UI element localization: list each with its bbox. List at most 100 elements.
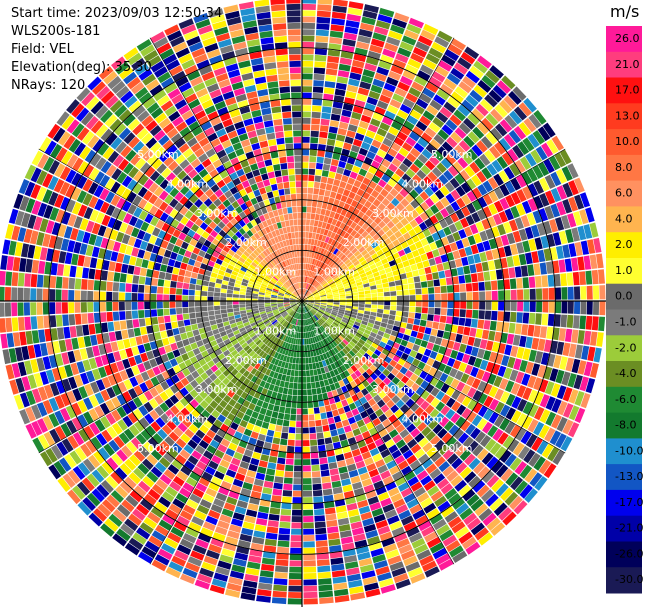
ray-gate-cell (100, 445, 150, 494)
ray-gate-cell (386, 339, 395, 347)
ray-gate-cell (171, 442, 183, 454)
ray-gate-cell (163, 287, 170, 294)
ray-gate-cell (510, 289, 517, 300)
ray-gate-cell (252, 451, 261, 460)
ray-gate-cell (45, 220, 121, 252)
ray-gate-cell (216, 128, 235, 155)
ray-gate-cell (483, 271, 491, 281)
ray-gate-cell (318, 451, 327, 458)
ray-gate-cell (450, 67, 465, 80)
ray-gate-cell (447, 165, 459, 177)
ray-gate-cell (133, 207, 143, 218)
ray-gate-cell (228, 238, 241, 250)
ray-gate-cell (11, 272, 19, 287)
ray-gate-cell (74, 302, 81, 313)
ray-gate-cell (432, 423, 448, 439)
ray-gate-cell (132, 141, 194, 200)
colorbar-tick-label: -8.0 (615, 419, 636, 432)
ray-gate-cell (268, 423, 276, 431)
ray-gate-cell (223, 433, 233, 442)
ray-gate-cell (105, 164, 164, 208)
ray-gate-cell (132, 486, 178, 545)
ray-gate-cell (170, 35, 224, 132)
ray-gate-cell (310, 439, 318, 446)
ray-gate-cell (302, 247, 558, 301)
ray-gate-cell (112, 384, 122, 396)
ray-gate-cell (94, 360, 173, 405)
ray-gate-cell (424, 218, 433, 228)
ray-gate-cell (295, 174, 302, 181)
ray-gate-cell (201, 158, 226, 189)
ray-gate-cell (485, 131, 498, 145)
ray-gate-cell (103, 428, 135, 457)
ray-gate-cell (244, 449, 254, 458)
ray-gate-cell (18, 179, 163, 247)
ray-gate-cell (446, 252, 455, 261)
ray-gate-cell (58, 339, 67, 353)
ray-gate-cell (119, 309, 158, 321)
ray-gate-cell (279, 445, 287, 452)
ray-gate-cell (266, 74, 302, 295)
ray-gate-cell (314, 175, 322, 183)
ray-gate-cell (183, 164, 198, 179)
ray-gate-cell (289, 54, 301, 61)
ray-gate-cell (246, 91, 271, 161)
ray-gate-cell (346, 502, 366, 542)
ray-gate-cell (219, 155, 230, 164)
colorbar-tick-label: -4.0 (615, 367, 636, 380)
ray-gate-cell (573, 374, 583, 390)
ray-gate-cell (275, 565, 289, 573)
ray-gate-cell (394, 455, 406, 465)
ray-gate-cell (302, 465, 314, 523)
ray-gate-cell (508, 90, 522, 105)
ray-gate-cell (459, 466, 472, 479)
ray-gate-cell (510, 205, 520, 219)
ray-gate-cell (92, 301, 302, 381)
ray-gate-cell (556, 201, 567, 216)
ray-gate-cell (546, 261, 554, 274)
ray-gate-cell (459, 283, 466, 292)
ray-gate-cell (322, 43, 342, 107)
ray-gate-cell (226, 16, 242, 26)
ray-gate-cell (253, 70, 277, 147)
ray-gate-cell (198, 153, 247, 219)
ray-gate-cell (314, 315, 319, 321)
ray-gate-cell (302, 301, 527, 441)
ray-gate-cell (133, 411, 186, 462)
ray-gate-cell (60, 196, 117, 229)
ray-gate-cell (435, 200, 445, 211)
ray-gate-cell (446, 397, 467, 416)
ray-gate-cell (440, 281, 492, 293)
ray-gate-cell (291, 528, 302, 535)
colorbar-swatch (606, 438, 642, 465)
ray-gate-cell (292, 270, 296, 277)
ray-gate-cell (331, 570, 346, 578)
ray-gate-cell (54, 425, 67, 441)
ray-gate-cell (287, 207, 293, 214)
ray-gate-cell (145, 79, 289, 281)
ray-gate-cell (467, 355, 477, 366)
ray-gate-cell (338, 393, 377, 472)
ray-gate-cell (11, 317, 19, 332)
ray-gate-cell (434, 163, 521, 222)
ray-gate-cell (279, 509, 292, 529)
ray-gate-cell (216, 32, 231, 42)
ray-gate-cell (160, 305, 298, 424)
colorbar-tick-label: 4.0 (615, 212, 633, 225)
ray-gate-cell (424, 404, 435, 415)
ray-gate-cell (71, 187, 82, 201)
ray-gate-cell (351, 448, 361, 457)
ray-gate-cell (164, 394, 179, 409)
ray-gate-cell (377, 399, 418, 449)
ray-gate-cell (273, 29, 302, 295)
ray-gate-cell (164, 436, 175, 447)
ray-gate-cell (503, 237, 543, 257)
ray-gate-cell (441, 124, 454, 136)
ray-gate-cell (412, 174, 422, 184)
ray-gate-cell (208, 326, 276, 391)
ray-gate-cell (445, 540, 461, 553)
ray-gate-cell (497, 432, 557, 479)
ray-gate-cell (82, 467, 128, 512)
ray-gate-cell (547, 274, 555, 287)
range-ring-label: 5.00km (431, 442, 473, 455)
